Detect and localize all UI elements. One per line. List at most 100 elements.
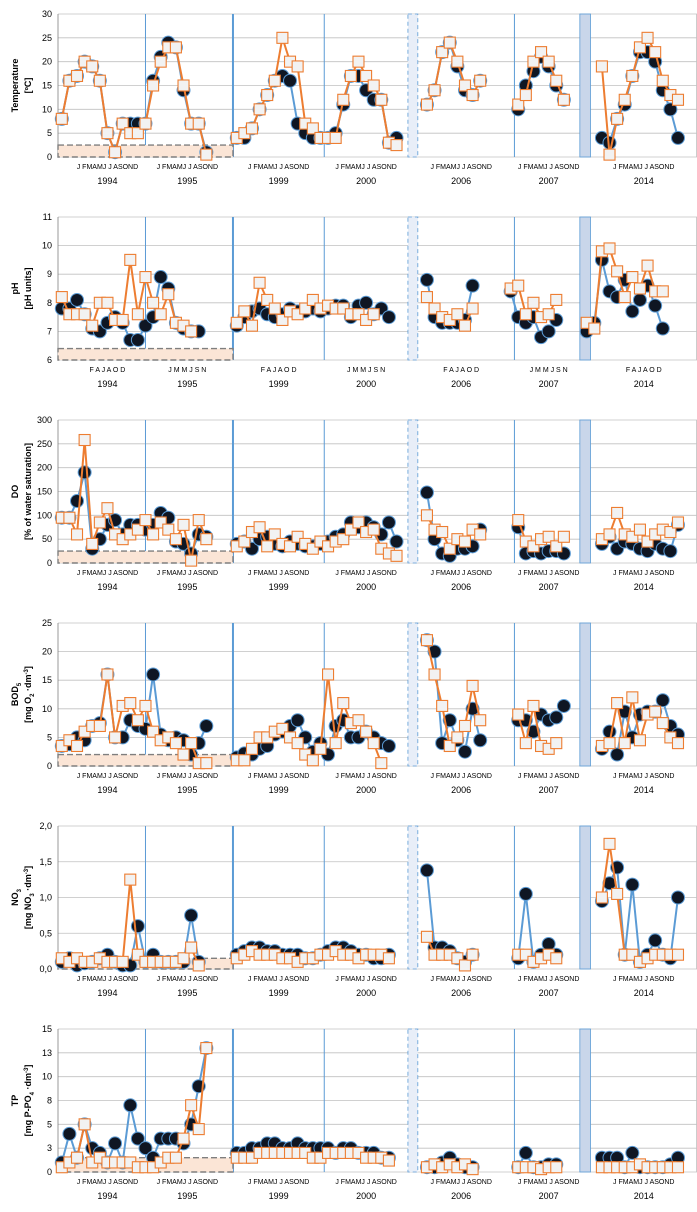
month-labels: J FMAMJ J ASOND [248,164,309,171]
y-tick-label: 20 [42,647,52,657]
y-axis-unit: [pH units] [23,268,33,310]
panel-temp: 0 5 10 15 20 25 30 J FMAMJ J ASOND 1994 J FMAMJ J… [10,9,697,186]
year-label: 1994 [97,582,117,592]
data-point-square [238,754,251,767]
data-point-square [443,36,456,49]
year-label: 2014 [634,1191,654,1201]
data-point-square [192,514,205,527]
data-point-square [603,737,616,750]
data-point-square [458,79,472,92]
gap-band-light [407,1028,419,1173]
y-tick-label: 0 [47,761,52,771]
year-label: 1999 [269,379,289,389]
data-point-square [78,308,91,321]
month-labels: J FMAMJ J ASOND [157,773,218,780]
data-point-square [671,93,685,106]
data-point-square [633,523,646,536]
gap-band-light [407,419,419,564]
y-axis-label: BOD5 [10,682,23,706]
year-label: 1995 [177,379,197,389]
data-point-circle [130,332,145,347]
data-point-square [93,516,106,529]
data-point-square [147,725,160,738]
year-label: 2006 [451,988,471,998]
norm-range [57,347,234,361]
data-point-square [291,530,304,543]
data-point-square [420,930,433,943]
data-point-square [131,523,144,536]
data-point-circle [625,877,640,892]
month-labels: J FMAMJ J ASOND [335,773,396,780]
data-point-square [458,959,472,972]
data-point-square [55,291,68,304]
data-point-circle [457,744,472,759]
data-point-square [618,737,631,750]
data-point-square [603,148,616,161]
month-labels: J FMAMJ J ASOND [335,976,396,983]
y-tick-label: 300 [37,415,52,425]
year-label: 1995 [177,582,197,592]
panel-do: 0 50 100 150 200 250 300 J FMAMJ J ASOND 1994 J F… [10,415,697,592]
data-point-square [664,525,677,539]
data-point-square [116,313,129,327]
data-point-square [626,530,639,543]
data-point-square [512,708,525,721]
data-point-square [230,316,243,329]
month-labels: F A J A O D [626,367,662,374]
month-labels: F A J A O D [261,367,297,374]
data-point-circle [419,863,434,878]
data-point-square [626,691,639,704]
y-tick-label: 25 [42,33,52,43]
year-label: 1995 [177,176,197,186]
data-point-square [603,528,616,541]
data-point-circle [108,1136,123,1151]
data-point-square [291,60,304,73]
data-point-square [329,131,342,144]
data-point-square [519,88,532,102]
data-point-square [306,754,319,767]
data-point-square [474,528,487,541]
data-point-square [169,41,182,54]
month-labels: J FMAMJ J ASOND [77,976,138,983]
data-point-square [367,523,380,536]
series-square [55,634,685,770]
data-point-square [200,148,213,161]
month-labels: J FMAMJ J ASOND [157,976,218,983]
month-labels: J FMAMJ J ASOND [248,976,309,983]
data-point-square [147,79,160,92]
data-point-square [185,325,198,338]
data-point-square [200,1042,213,1055]
data-point-square [139,117,152,130]
data-point-square [109,146,122,159]
gap-band-light [407,13,419,158]
month-labels: J FMAMJ J ASOND [248,773,309,780]
data-point-square [352,55,365,68]
data-point-square [344,69,357,83]
y-tick-label: 5 [47,732,52,742]
y-tick-label: 10 [42,104,52,114]
data-point-square [633,734,646,747]
data-point-square [603,837,616,850]
data-point-square [420,634,433,647]
data-point-square [329,737,342,750]
data-point-square [458,319,472,332]
data-point-square [595,60,608,73]
month-labels: J FMAMJ J ASOND [157,570,218,577]
data-point-square [276,31,289,44]
y-axis-unit: [mg P-PO4 ·dm-3] [23,1065,36,1137]
y-axis-label: Temperature [10,59,20,113]
y-tick-label: 8 [47,298,52,308]
year-label: 2000 [356,176,376,186]
series-square [55,31,685,161]
y-tick-label: 11 [43,212,52,222]
data-point-square [550,1161,563,1174]
data-point-square [139,514,152,527]
data-point-square [276,313,289,327]
month-labels: J FMAMJ J ASOND [335,570,396,577]
year-label: 2006 [451,785,471,795]
y-tick-label: 1,5 [39,857,52,867]
data-point-circle [359,295,374,310]
data-point-circle [427,644,442,659]
month-labels: J FMAMJ J ASOND [613,570,674,577]
gap-band-dark [579,825,591,970]
